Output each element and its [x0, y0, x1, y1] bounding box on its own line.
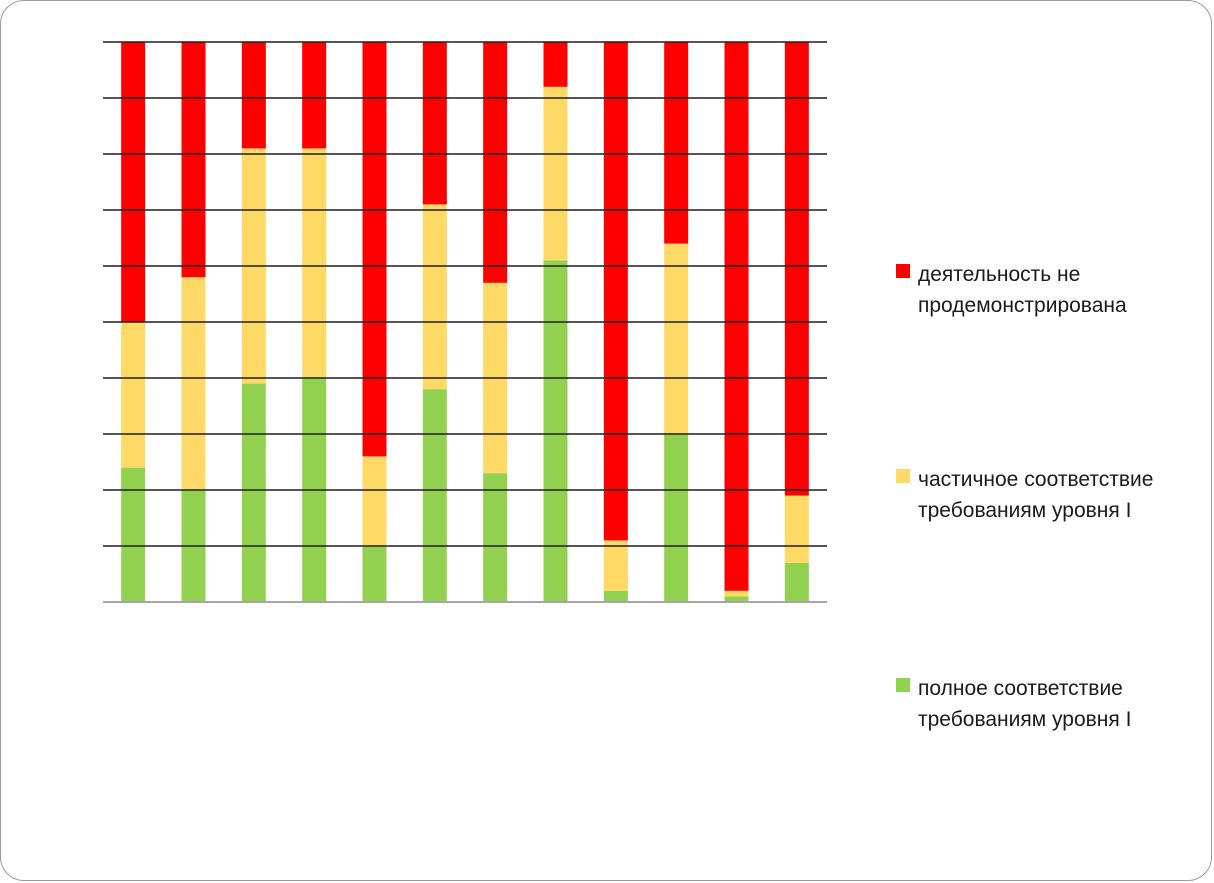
bar-segment-10-series-2	[664, 243, 689, 434]
bar-segment-8-series-3	[543, 42, 568, 87]
legend-label-partial: частичное соответствие требованиям уровн…	[918, 468, 1154, 522]
bar-segment-9-series-2	[603, 540, 628, 591]
bar-segment-1-series-1	[121, 467, 146, 602]
bar-segment-11-series-2	[724, 590, 749, 597]
bar-segment-12-series-3	[784, 42, 809, 496]
legend-item-not-demonstrated: деятельность не продемонстрирована	[896, 259, 1196, 321]
bar-segment-4-series-3	[302, 42, 327, 149]
bar-segment-6-series-1	[422, 389, 447, 602]
bar-segment-10-series-1	[664, 434, 689, 602]
bar-segment-9-series-1	[603, 590, 628, 602]
legend-label-not-demonstrated: деятельность не продемонстрирована	[918, 263, 1127, 317]
bar-segment-11-series-3	[724, 42, 749, 591]
bar-segment-11-series-1	[724, 596, 749, 602]
bar-segment-5-series-1	[362, 546, 387, 602]
bar-segment-4-series-2	[302, 148, 327, 378]
legend-label-full: полное соответствие требованиям уровня I	[918, 677, 1132, 731]
legend-swatch-yellow	[896, 469, 910, 483]
bar-segment-9-series-3	[603, 42, 628, 541]
legend-item-full: полное соответствие требованиям уровня I	[896, 673, 1196, 735]
bar-segment-12-series-2	[784, 495, 809, 563]
bar-segment-2-series-3	[181, 42, 206, 278]
bar-segment-8-series-2	[543, 86, 568, 261]
bar-segment-6-series-3	[422, 42, 447, 205]
bar-segment-1-series-3	[121, 42, 146, 322]
legend-item-partial: частичное соответствие требованиям уровн…	[896, 464, 1196, 526]
legend-swatch-red	[896, 264, 910, 278]
bars-layer	[121, 42, 809, 602]
bar-segment-6-series-2	[422, 204, 447, 390]
legend-swatch-green	[896, 678, 910, 692]
bar-segment-7-series-3	[483, 42, 508, 283]
bar-segment-12-series-1	[784, 562, 809, 602]
bar-segment-5-series-3	[362, 42, 387, 457]
bar-segment-7-series-1	[483, 473, 508, 602]
bar-segment-2-series-2	[181, 277, 206, 490]
bar-segment-10-series-3	[664, 42, 689, 244]
bar-segment-8-series-1	[543, 260, 568, 602]
bar-segment-1-series-2	[121, 322, 146, 468]
bar-segment-3-series-1	[241, 383, 266, 602]
bar-segment-5-series-2	[362, 456, 387, 546]
gridlines	[103, 41, 827, 603]
bar-segment-3-series-3	[241, 42, 266, 149]
